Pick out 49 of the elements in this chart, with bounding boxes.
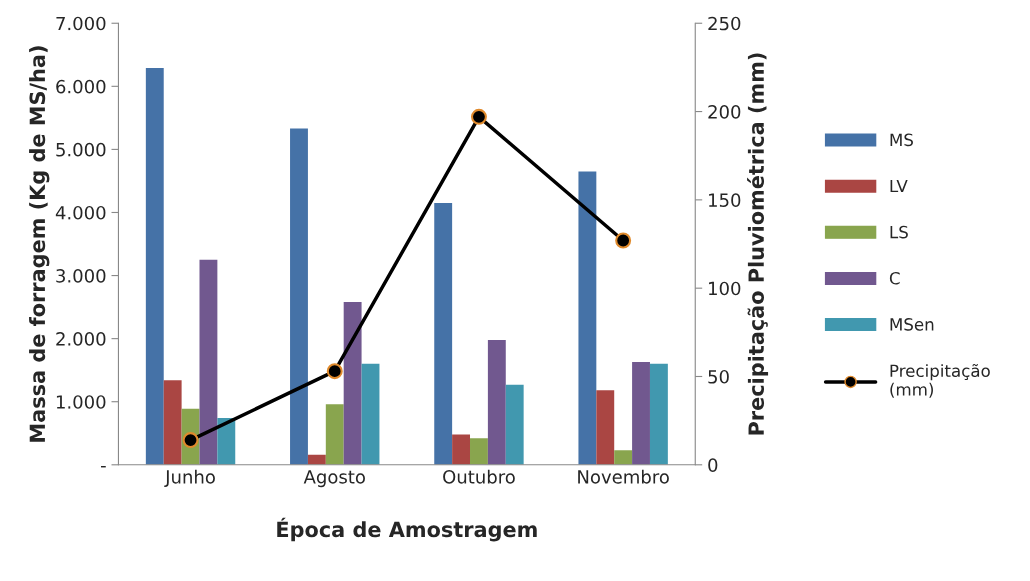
y2-tick-label: 200 [708,105,741,119]
bar [199,259,218,465]
y2-axis-title: Precipitação Pluviométrica (mm) [747,53,769,435]
y2-tick-label: 100 [709,281,741,296]
y-tick-label: 7.000 [56,16,106,31]
x-tick-label: Agosto [303,470,365,488]
legend-label: MS [890,133,913,147]
bar [470,438,488,465]
y2-tick-label: 250 [708,16,741,31]
bar [487,339,506,465]
bar [163,380,182,465]
x-tick-label: Outubro [443,469,515,484]
y2-tick-label: 150 [709,193,741,207]
bar [578,171,597,465]
bar [325,404,344,465]
bar [434,203,453,465]
bar [505,384,524,465]
bar [290,128,308,465]
bar [649,363,668,465]
x-tick-label: Novembro [578,469,669,484]
legend-label: LV [890,179,908,193]
bar [632,361,650,465]
y-tick-label: 6.000 [56,79,106,94]
bar [307,454,326,465]
point [470,108,487,125]
legend-label: MSen [890,318,934,331]
y-tick-label: - [101,465,106,468]
bar [452,434,471,465]
y-tick-label: 4.000 [55,205,106,220]
legend-label: LS [890,225,908,239]
y-tick-label: 1.000 [56,395,106,409]
y2-tick-label: 50 [708,369,729,384]
y-tick-label: 5.000 [56,142,106,157]
y-tick-label: 3.000 [56,269,106,283]
legend-label: C [889,271,900,285]
bar [217,418,236,465]
y-tick-label: 2.000 [56,332,106,346]
x-axis-title: Época de Amostragem [277,517,537,542]
bar [596,390,615,465]
bar [343,302,362,465]
x-tick-label: Junho [164,469,215,487]
bar [614,450,633,465]
legend-label: Precipitação (mm) [890,363,990,398]
point [326,363,343,380]
point [615,232,632,249]
y-axis-title: Massa de forragem (Kg de MS/ha) [29,46,50,442]
bar [145,68,164,465]
y2-tick-label: 0 [708,458,718,472]
bar [361,363,380,465]
